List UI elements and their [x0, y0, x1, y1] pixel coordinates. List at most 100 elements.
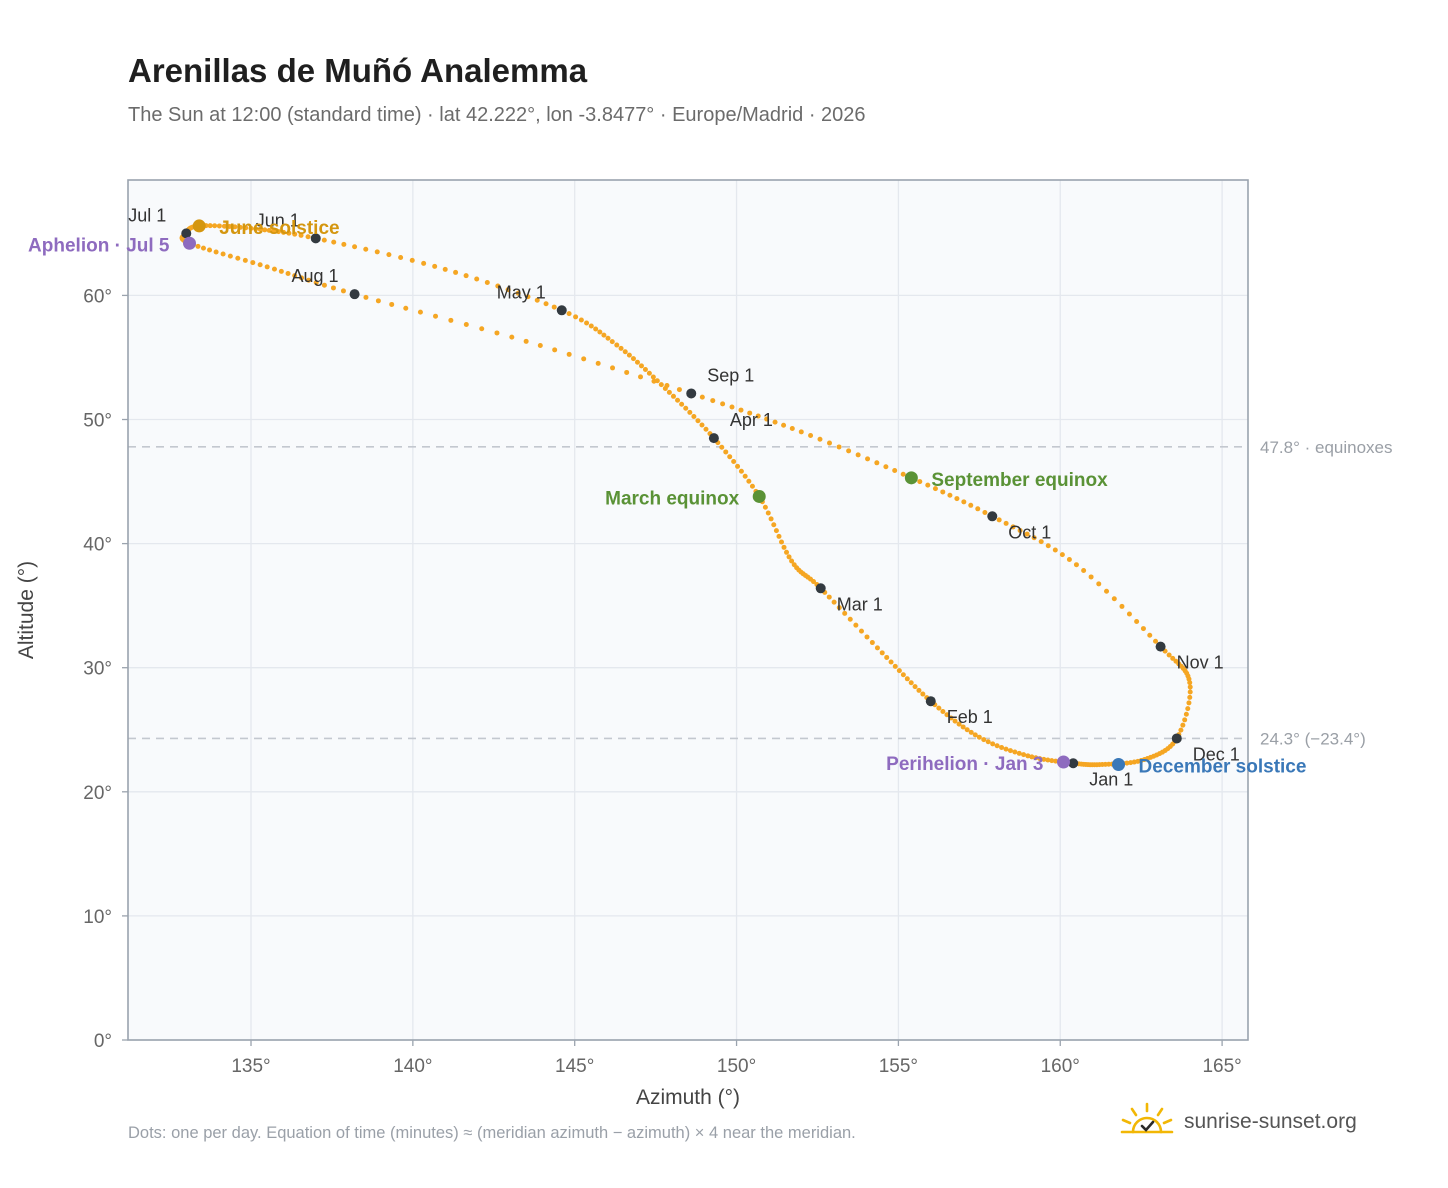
x-tick-label: 155° [879, 1056, 918, 1077]
sun-check-icon [1120, 1102, 1174, 1134]
y-tick-label: 30° [83, 659, 112, 680]
daily-dot [1126, 611, 1132, 617]
daily-dot [964, 727, 970, 733]
daily-dot [1102, 761, 1108, 767]
month-marker [1068, 758, 1079, 769]
daily-dot [292, 231, 298, 237]
daily-dot [374, 249, 380, 255]
daily-dot [1045, 757, 1051, 763]
daily-dot [676, 387, 682, 393]
month-marker [686, 388, 697, 399]
daily-dot [749, 483, 755, 489]
daily-dot [699, 394, 705, 400]
daily-dot [220, 251, 226, 257]
daily-dot [773, 528, 779, 534]
daily-dot [1025, 753, 1031, 759]
daily-dot [566, 311, 572, 317]
daily-dot [543, 301, 549, 307]
daily-dot [675, 397, 681, 403]
daily-dot [772, 419, 778, 425]
daily-dot [264, 264, 270, 270]
daily-dot [306, 277, 312, 283]
daily-dot [618, 345, 624, 351]
daily-dot [1073, 562, 1079, 568]
daily-dot [925, 482, 931, 488]
daily-dot [525, 294, 531, 300]
daily-dot [855, 452, 861, 458]
chart-subtitle: The Sun at 12:00 (standard time) · lat 4… [128, 104, 866, 126]
daily-dot [537, 343, 543, 349]
daily-dot [313, 280, 319, 286]
month-marker-label: Sep 1 [707, 365, 754, 385]
daily-dot [330, 285, 336, 291]
daily-dot [896, 668, 902, 674]
daily-dot [679, 401, 685, 407]
daily-dot [292, 273, 298, 279]
daily-dot [442, 266, 448, 272]
y-tick-label: 20° [83, 783, 112, 804]
daily-dot [227, 224, 233, 230]
daily-dot [1029, 754, 1035, 760]
daily-dot [651, 378, 657, 384]
daily-dot [479, 326, 485, 332]
month-marker [556, 305, 567, 316]
month-marker [181, 228, 192, 239]
daily-dot [1017, 527, 1023, 533]
daily-dot [719, 444, 725, 450]
month-marker [310, 233, 321, 244]
daily-dot [699, 422, 705, 428]
y-tick-label: 0° [94, 1031, 112, 1052]
daily-dot [883, 464, 889, 470]
daily-dot [515, 290, 521, 296]
daily-dot [981, 737, 987, 743]
daily-dot [285, 271, 291, 277]
daily-dot [551, 304, 557, 310]
daily-dot [1053, 758, 1059, 764]
daily-dot [961, 499, 967, 505]
daily-dot [764, 416, 770, 422]
daily-dot [746, 478, 752, 484]
daily-dot [200, 245, 206, 251]
daily-dot [842, 610, 848, 616]
daily-dot [729, 404, 735, 410]
daily-dot [999, 744, 1005, 750]
daily-dot [892, 663, 898, 669]
daily-dot [630, 356, 636, 362]
brand-link[interactable]: sunrise-sunset.org [1120, 1102, 1357, 1142]
daily-dot [1037, 756, 1043, 762]
daily-dot [826, 440, 832, 446]
daily-dot [227, 253, 233, 259]
daily-dot [1016, 750, 1022, 756]
daily-dot [1041, 756, 1047, 762]
daily-dot [593, 326, 599, 332]
daily-dot [912, 684, 918, 690]
x-tick-label: 160° [1041, 1056, 1080, 1077]
daily-dot [982, 509, 988, 515]
daily-dot [768, 516, 774, 522]
month-marker [815, 583, 826, 594]
daily-dot [638, 363, 644, 369]
daily-dot [278, 268, 284, 274]
month-marker-label: Jan 1 [1089, 769, 1133, 789]
daily-dot [1081, 568, 1087, 574]
daily-dot [1182, 717, 1188, 723]
daily-dot [1187, 694, 1193, 700]
event-label: Aphelion · Jul 5 [28, 235, 170, 256]
daily-dot [626, 352, 632, 358]
daily-dot [1007, 748, 1013, 754]
daily-dot [421, 260, 427, 266]
daily-dot [624, 369, 630, 375]
daily-dot [884, 654, 890, 660]
daily-dot [595, 360, 601, 366]
daily-dot [271, 228, 277, 234]
daily-dot [695, 418, 701, 424]
daily-dot [900, 672, 906, 678]
daily-dot [723, 449, 729, 455]
daily-dot [920, 691, 926, 697]
daily-dot [1003, 746, 1009, 752]
daily-dot [1140, 626, 1146, 632]
daily-dot [994, 743, 1000, 749]
daily-dot [646, 370, 652, 376]
daily-dot [703, 426, 709, 432]
